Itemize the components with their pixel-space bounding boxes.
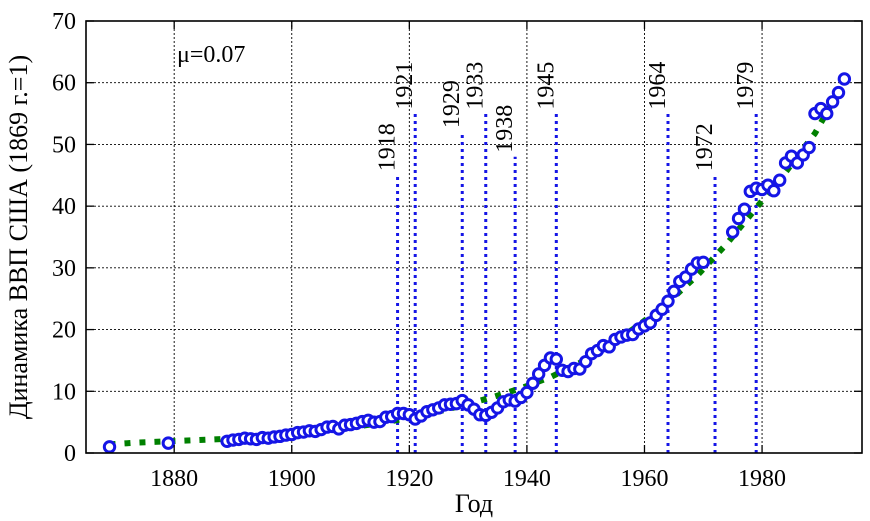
event-label: 1933 bbox=[463, 62, 489, 110]
event-label: 1921 bbox=[392, 62, 418, 110]
data-point bbox=[837, 72, 852, 86]
x-tick-label: 1920 bbox=[385, 466, 433, 492]
x-tick-label: 1900 bbox=[268, 466, 316, 492]
event-label: 1945 bbox=[533, 62, 559, 110]
data-point bbox=[820, 106, 834, 121]
y-tick-label: 60 bbox=[52, 71, 76, 97]
y-tick-label: 50 bbox=[52, 132, 76, 158]
y-tick-label: 10 bbox=[52, 379, 76, 405]
event-label: 1929 bbox=[439, 80, 465, 128]
data-point bbox=[531, 367, 546, 381]
trend-line bbox=[109, 80, 847, 448]
event-label: 1972 bbox=[692, 123, 718, 171]
data-point bbox=[696, 255, 710, 270]
y-tick-label: 0 bbox=[64, 441, 76, 467]
data-point bbox=[661, 294, 675, 308]
data-point bbox=[802, 140, 816, 155]
y-tick-label: 30 bbox=[52, 256, 76, 282]
data-point bbox=[526, 376, 540, 390]
data-point bbox=[831, 85, 846, 100]
data-point bbox=[737, 202, 752, 216]
y-tick-label: 20 bbox=[52, 318, 76, 344]
gridlines bbox=[86, 21, 862, 453]
data-point bbox=[161, 436, 176, 450]
x-axis-label: Год bbox=[455, 489, 493, 518]
data-point bbox=[667, 284, 681, 299]
event-label: 1979 bbox=[733, 62, 759, 110]
data-point bbox=[772, 173, 787, 187]
event-label: 1964 bbox=[645, 62, 671, 110]
event-label: 1938 bbox=[492, 105, 518, 153]
data-point bbox=[549, 352, 564, 366]
x-tick-label: 1880 bbox=[150, 466, 198, 492]
data-point bbox=[767, 184, 781, 198]
x-tick-label: 1980 bbox=[738, 466, 786, 492]
x-tick-label: 1940 bbox=[503, 466, 551, 492]
y-tick-label: 40 bbox=[52, 194, 76, 220]
data-point bbox=[825, 95, 840, 109]
data-point bbox=[520, 385, 534, 400]
plot-frame bbox=[85, 20, 863, 454]
axis-ticks: 1880 1900 1920 1940 1960 1980 0 10 20 30 40 50 60 70 bbox=[52, 9, 862, 492]
mu-annotation: μ=0.07 bbox=[177, 42, 245, 68]
x-tick-label: 1960 bbox=[620, 466, 668, 492]
y-tick-label: 70 bbox=[52, 9, 76, 35]
event-label: 1918 bbox=[375, 123, 401, 171]
data-point bbox=[725, 225, 740, 239]
data-point bbox=[102, 440, 117, 454]
observed-series bbox=[102, 72, 852, 454]
trend-series bbox=[109, 80, 847, 448]
y-axis-label: Динамика ВВП США (1869 г.=1) bbox=[4, 55, 33, 419]
data-point bbox=[731, 211, 746, 226]
